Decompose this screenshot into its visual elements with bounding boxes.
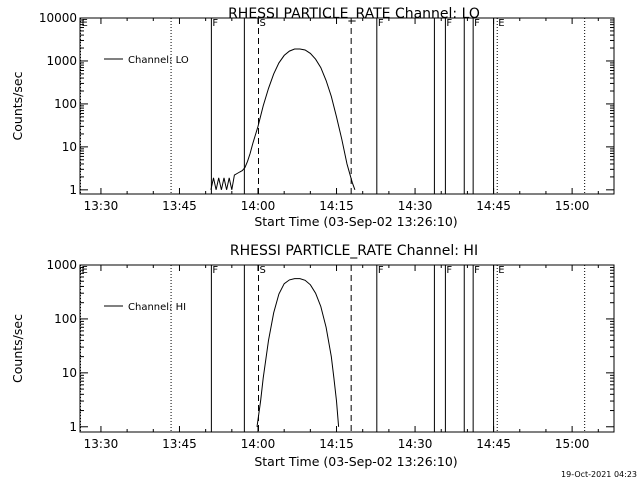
time-marker-label: F: [446, 265, 452, 276]
y-tick-label: 1000: [46, 258, 77, 272]
x-tick-label: 13:45: [162, 199, 197, 213]
x-tick-label: 14:30: [398, 199, 433, 213]
time-marker-label: E: [498, 18, 504, 29]
time-marker-label: F: [378, 18, 384, 29]
data-series-line: [210, 48, 356, 190]
time-marker-label: F: [474, 265, 480, 276]
y-axis-label: Counts/sec: [10, 71, 25, 140]
y-tick-label: 10: [62, 140, 77, 154]
x-tick-label: 13:30: [84, 199, 119, 213]
time-marker-label: F: [378, 265, 384, 276]
y-tick-label: 100: [54, 97, 77, 111]
x-tick-label: 14:00: [241, 437, 276, 451]
data-series-line: [256, 278, 340, 427]
x-tick-label: 15:00: [555, 199, 590, 213]
time-marker-label: F: [474, 18, 480, 29]
y-tick-label: 1: [69, 183, 77, 197]
time-marker-label: F: [212, 18, 218, 29]
time-marker-label: S: [260, 265, 266, 276]
x-axis-label: Start Time (03-Sep-02 13:26:10): [254, 214, 457, 229]
x-axis-label: Start Time (03-Sep-02 13:26:10): [254, 454, 457, 469]
time-marker-label: E: [498, 265, 504, 276]
legend-entry: Channel: HI: [128, 302, 186, 313]
y-tick-label: 10000: [39, 11, 77, 25]
chart-panel-lo: RHESSI PARTICLE_RATE Channel: LOE F S F F F E1…: [10, 6, 615, 229]
x-tick-label: 14:45: [476, 199, 511, 213]
x-tick-label: 14:45: [476, 437, 511, 451]
y-tick-label: 1000: [46, 54, 77, 68]
y-tick-label: 100: [54, 312, 77, 326]
y-tick-label: 1: [69, 420, 77, 434]
x-tick-label: 13:45: [162, 437, 197, 451]
time-marker-label: E: [82, 18, 88, 29]
time-marker-label: F: [446, 18, 452, 29]
x-tick-label: 14:15: [319, 437, 354, 451]
x-tick-label: 14:15: [319, 199, 354, 213]
time-marker-label: F: [212, 265, 218, 276]
x-tick-label: 13:30: [84, 437, 119, 451]
plot-frame: [79, 264, 615, 433]
chart-title: RHESSI PARTICLE_RATE Channel: HI: [230, 243, 478, 259]
y-axis-label: Counts/sec: [10, 314, 25, 383]
x-tick-label: 14:30: [398, 437, 433, 451]
y-tick-label: 10: [62, 366, 77, 380]
time-marker-label: E: [82, 265, 88, 276]
chart-panel-hi: RHESSI PARTICLE_RATE Channel: HIE F S F F F E1…: [10, 243, 615, 469]
plot-frame: [79, 17, 615, 195]
time-marker-label: S: [260, 18, 266, 29]
x-tick-label: 15:00: [555, 437, 590, 451]
x-tick-label: 14:00: [241, 199, 276, 213]
footer-timestamp: 19-Oct-2021 04:23: [561, 470, 637, 479]
legend-entry: Channel: LO: [128, 55, 189, 66]
